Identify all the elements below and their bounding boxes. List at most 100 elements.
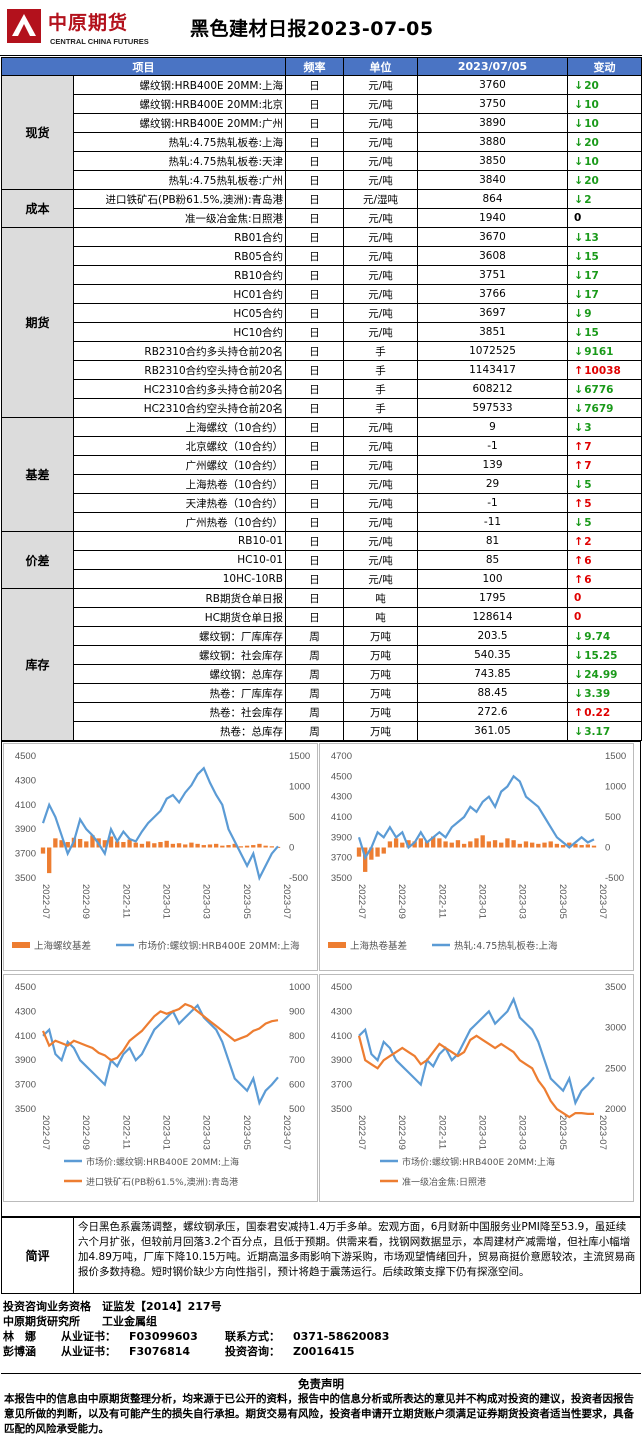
- y-left-tick-label: 3500: [15, 873, 36, 884]
- cell-item: RB01合约: [73, 227, 286, 247]
- series-line: [42, 1003, 279, 1107]
- cell-unit: 元/吨: [343, 436, 418, 456]
- table-row: HC2310合约空头持仓前20名日手 597533 ↓7679: [2, 398, 642, 418]
- cell-change: ↑0.22: [567, 702, 642, 722]
- cell-freq: 日: [285, 531, 344, 551]
- cell-freq: 周: [285, 702, 344, 722]
- cell-value: 3760: [417, 75, 568, 95]
- cert-number: F3076814: [129, 1345, 191, 1358]
- x-tick-label: 2023-03: [201, 884, 212, 919]
- change-value: 7679: [584, 402, 614, 415]
- basis-bar: [257, 843, 262, 848]
- cell-freq: 日: [285, 303, 344, 323]
- arrow-down-icon: ↓: [574, 667, 584, 681]
- cell-unit: 元/吨: [343, 265, 418, 285]
- cell-freq: 日: [285, 227, 344, 247]
- change-value: 0: [574, 212, 582, 224]
- cell-unit: 手: [343, 398, 418, 418]
- cell-change: 0: [567, 588, 642, 608]
- cell-value: 864: [417, 189, 568, 209]
- y-left-tick-label: 3700: [331, 853, 352, 864]
- disclaimer-text: 本报告中的信息由中原期货整理分析，均来源于已公开的资料，报告中的信息分析或所表达…: [4, 1393, 634, 1435]
- basis-bar: [573, 843, 578, 848]
- y-left-tick-label: 3500: [331, 1104, 352, 1115]
- cell-freq: 周: [285, 683, 344, 703]
- change-value: 7: [584, 459, 592, 472]
- cell-freq: 周: [285, 626, 344, 646]
- basis-bar: [369, 847, 374, 860]
- cell-value: 1795: [417, 588, 568, 608]
- y-left-tick-label: 4500: [15, 982, 36, 993]
- table-row: 螺纹钢：总库存周万吨 743.85 ↓24.99: [2, 664, 642, 684]
- cell-item: 热轧:4.75热轧板卷:广州: [73, 170, 286, 190]
- change-value: 5: [584, 497, 592, 510]
- cell-freq: 日: [285, 588, 344, 608]
- cell-change: ↓20: [567, 132, 642, 152]
- cell-unit: 手: [343, 341, 418, 361]
- cell-change: ↓17: [567, 265, 642, 285]
- contact-label: 联系方式：: [225, 1330, 280, 1343]
- y-right-tick-label: 3000: [605, 1023, 626, 1034]
- chart-svg: 4500 4300 4100 3900 3700 3500 1000 900 800 700 600…: [15, 982, 310, 1188]
- legend-swatch: [328, 942, 346, 948]
- basis-bar: [189, 842, 194, 848]
- arrow-up-icon: ↑: [574, 458, 584, 472]
- cell-unit: 元/吨: [343, 531, 418, 551]
- x-tick-label: 2022-11: [436, 884, 447, 918]
- cell-unit: 吨: [343, 588, 418, 608]
- cell-change: ↓17: [567, 284, 642, 304]
- arrow-up-icon: ↑: [574, 439, 584, 453]
- arrow-down-icon: ↓: [574, 648, 584, 662]
- cell-freq: 日: [285, 512, 344, 532]
- cell-value: 540.35: [417, 645, 568, 665]
- x-tick-label: 2023-07: [597, 1115, 608, 1150]
- y-right-tick-label: 500: [605, 812, 621, 823]
- legend-label: 热轧:4.75热轧板卷:上海: [454, 940, 558, 952]
- legend-label: 市场价:螺纹钢:HRB400E 20MM:上海: [86, 1156, 239, 1168]
- basis-bar: [152, 843, 157, 848]
- cell-unit: 元/吨: [343, 417, 418, 437]
- cell-item: HC10-01: [73, 550, 286, 570]
- cell-change: ↓20: [567, 75, 642, 95]
- cell-freq: 日: [285, 398, 344, 418]
- arrow-down-icon: ↓: [574, 325, 584, 339]
- logo-text-en: CENTRAL CHINA FUTURES: [50, 37, 149, 46]
- basis-bar: [492, 840, 498, 848]
- basis-bar: [499, 842, 504, 848]
- arrow-down-icon: ↓: [574, 249, 584, 263]
- change-value: 7: [584, 440, 592, 453]
- cell-item: RB10合约: [73, 265, 286, 285]
- basis-bar: [381, 847, 386, 854]
- table-row: 基差 上海螺纹（10合约）日元/吨 9 ↓3: [1, 417, 642, 532]
- change-value: 0: [574, 592, 582, 604]
- cell-value: 272.6: [417, 702, 568, 722]
- basis-bar: [59, 840, 64, 848]
- cell-unit: 元/吨: [343, 227, 418, 247]
- basis-bar: [251, 845, 256, 848]
- group-label: 基差: [1, 417, 74, 532]
- basis-bar: [220, 845, 225, 848]
- basis-bar: [158, 842, 163, 848]
- cell-item: 热卷：社会库存: [73, 702, 286, 722]
- y-right-tick-label: 2500: [605, 1063, 626, 1074]
- cell-unit: 元/吨: [343, 322, 418, 342]
- cell-change: ↓15: [567, 246, 642, 266]
- change-value: 3.17: [584, 725, 611, 738]
- basis-bar: [393, 838, 399, 848]
- basis-bar: [183, 844, 188, 848]
- arrow-down-icon: ↓: [574, 382, 584, 396]
- change-value: 5: [584, 516, 592, 529]
- x-tick-label: 2023-01: [477, 884, 488, 919]
- chart-hrc-basis: 4700 4500 4300 4100 3900 3700 3500 1500 1000 500 0…: [319, 743, 634, 971]
- logo-text-cn: 中原期货: [48, 12, 129, 34]
- cell-change: ↓7679: [567, 398, 642, 418]
- report-header: 中原期货 CENTRAL CHINA FUTURES 黑色建材日报2023-07…: [0, 0, 642, 56]
- cell-unit: 万吨: [343, 626, 418, 646]
- series-line: [358, 996, 595, 1107]
- cell-change: ↓5: [567, 474, 642, 494]
- cell-change: ↓5: [567, 512, 642, 532]
- y-left-tick-label: 3700: [15, 1080, 36, 1091]
- basis-bar: [554, 843, 560, 848]
- basis-bar: [356, 847, 362, 857]
- cell-change: ↓24.99: [567, 664, 642, 684]
